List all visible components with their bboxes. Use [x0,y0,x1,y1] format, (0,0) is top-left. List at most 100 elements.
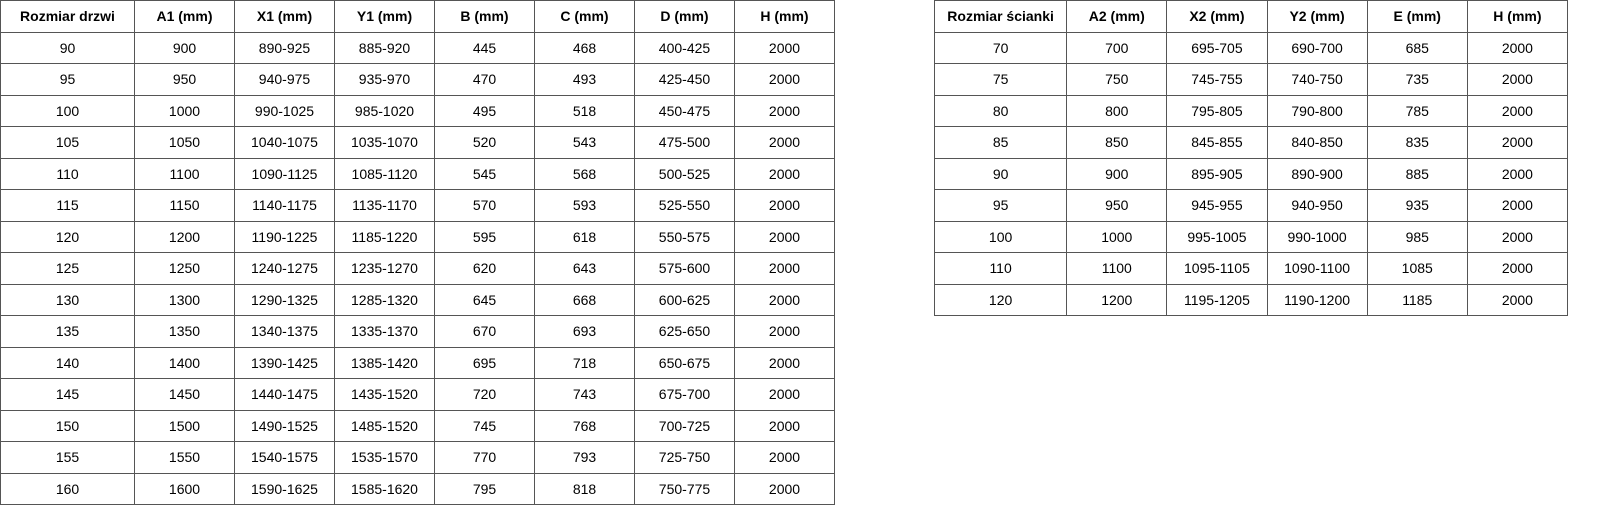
table-cell: 520 [434,126,535,159]
table-cell: 545 [434,157,535,190]
table-row: 125 1250 1240-1275 1235-1270 620 643 575-600 20… [0,252,835,285]
column-header: C (mm) [534,0,635,33]
table-cell: 945-955 [1166,189,1268,222]
table-row: 110 1100 1090-1125 1085-1120 545 568 500-525 20… [0,157,835,190]
table-cell: 718 [534,346,635,379]
table-cell: 1540-1575 [234,441,335,474]
table-cell: 568 [534,157,635,190]
table-cell: 950 [134,63,235,96]
table-cell: 570 [434,189,535,222]
table-cell: 668 [534,283,635,316]
table-row: 90 900 890-925 885-920 445 468 400-425 2000 [0,31,835,64]
table-cell: 80 [933,94,1068,127]
table-cell: 1090-1125 [234,157,335,190]
table-cell: 793 [534,441,635,474]
table-cell: 100 [933,220,1068,253]
table-cell: 1390-1425 [234,346,335,379]
table-cell: 2000 [734,220,835,253]
table-cell: 525-550 [634,189,735,222]
table-cell: 2000 [734,31,835,64]
table-cell: 110 [933,252,1068,285]
table-cell: 2000 [734,157,835,190]
table-cell: 1585-1620 [334,472,435,505]
table-cell: 90 [0,31,135,64]
table-cell: 795 [434,472,535,505]
table-cell: 518 [534,94,635,127]
table-cell: 2000 [1466,189,1569,222]
table-cell: 890-925 [234,31,335,64]
table-cell: 1490-1525 [234,409,335,442]
column-header: Y2 (mm) [1266,0,1368,33]
table-cell: 1485-1520 [334,409,435,442]
table-cell: 790-800 [1266,94,1368,127]
table-cell: 2000 [1466,220,1569,253]
table-cell: 725-750 [634,441,735,474]
table-cell: 1290-1325 [234,283,335,316]
table-cell: 2000 [1466,63,1569,96]
table-cell: 895-905 [1166,157,1268,190]
table-cell: 1600 [134,472,235,505]
table-cell: 145 [0,378,135,411]
table-cell: 2000 [1466,283,1569,316]
table-cell: 900 [134,31,235,64]
table-cell: 835 [1366,126,1468,159]
table-cell: 1200 [134,220,235,253]
table-cell: 650-675 [634,346,735,379]
table-row: 110 1100 1095-1105 1090-1100 1085 2000 [933,252,1569,285]
table-row: 105 1050 1040-1075 1035-1070 520 543 475-500 20… [0,126,835,159]
table-row: 100 1000 990-1025 985-1020 495 518 450-475 2000 [0,94,835,127]
column-header: D (mm) [634,0,735,33]
header-row: Rozmiar drzwi A1 (mm) X1 (mm) Y1 (mm) B (mm)… [0,0,835,33]
table-cell: 593 [534,189,635,222]
table-cell: 1385-1420 [334,346,435,379]
table-cell: 785 [1366,94,1468,127]
table-cell: 85 [933,126,1068,159]
table-cell: 2000 [734,472,835,505]
table-cell: 990-1000 [1266,220,1368,253]
table-cell: 1135-1170 [334,189,435,222]
table-cell: 625-650 [634,315,735,348]
table-row: 160 1600 1590-1625 1585-1620 795 818 750-775 20… [0,472,835,505]
column-header: A2 (mm) [1066,0,1168,33]
table-cell: 150 [0,409,135,442]
table-cell: 1300 [134,283,235,316]
wall-size-table: Rozmiar ścianki A2 (mm) X2 (mm) Y2 (mm) E (m… [933,0,1569,316]
table-cell: 70 [933,31,1068,64]
table-cell: 1190-1225 [234,220,335,253]
table-cell: 120 [0,220,135,253]
table-row: 85 850 845-855 840-850 835 2000 [933,126,1569,159]
table-cell: 2000 [734,94,835,127]
table-cell: 795-805 [1166,94,1268,127]
table-cell: 695 [434,346,535,379]
table-cell: 720 [434,378,535,411]
table-cell: 845-855 [1166,126,1268,159]
table-cell: 1000 [1066,220,1168,253]
column-header: B (mm) [434,0,535,33]
table-cell: 620 [434,252,535,285]
table-cell: 1050 [134,126,235,159]
table-cell: 2000 [734,283,835,316]
table-cell: 1590-1625 [234,472,335,505]
table-cell: 735 [1366,63,1468,96]
table-cell: 1185-1220 [334,220,435,253]
table-row: 140 1400 1390-1425 1385-1420 695 718 650-675 20… [0,346,835,379]
table-row: 80 800 795-805 790-800 785 2000 [933,94,1569,127]
table-cell: 450-475 [634,94,735,127]
table-cell: 600-625 [634,283,735,316]
table-cell: 985-1020 [334,94,435,127]
table-cell: 1435-1520 [334,378,435,411]
column-header: H (mm) [1466,0,1569,33]
table-cell: 1100 [1066,252,1168,285]
table-cell: 2000 [734,378,835,411]
table-cell: 768 [534,409,635,442]
table-row: 155 1550 1540-1575 1535-1570 770 793 725-750 20… [0,441,835,474]
table-cell: 1150 [134,189,235,222]
table-cell: 110 [0,157,135,190]
table-row: 100 1000 995-1005 990-1000 985 2000 [933,220,1569,253]
table-cell: 1200 [1066,283,1168,316]
door-size-table: Rozmiar drzwi A1 (mm) X1 (mm) Y1 (mm) B (mm)… [0,0,835,505]
table-cell: 693 [534,315,635,348]
table-cell: 670 [434,315,535,348]
table-cell: 2000 [734,441,835,474]
table-cell: 1090-1100 [1266,252,1368,285]
